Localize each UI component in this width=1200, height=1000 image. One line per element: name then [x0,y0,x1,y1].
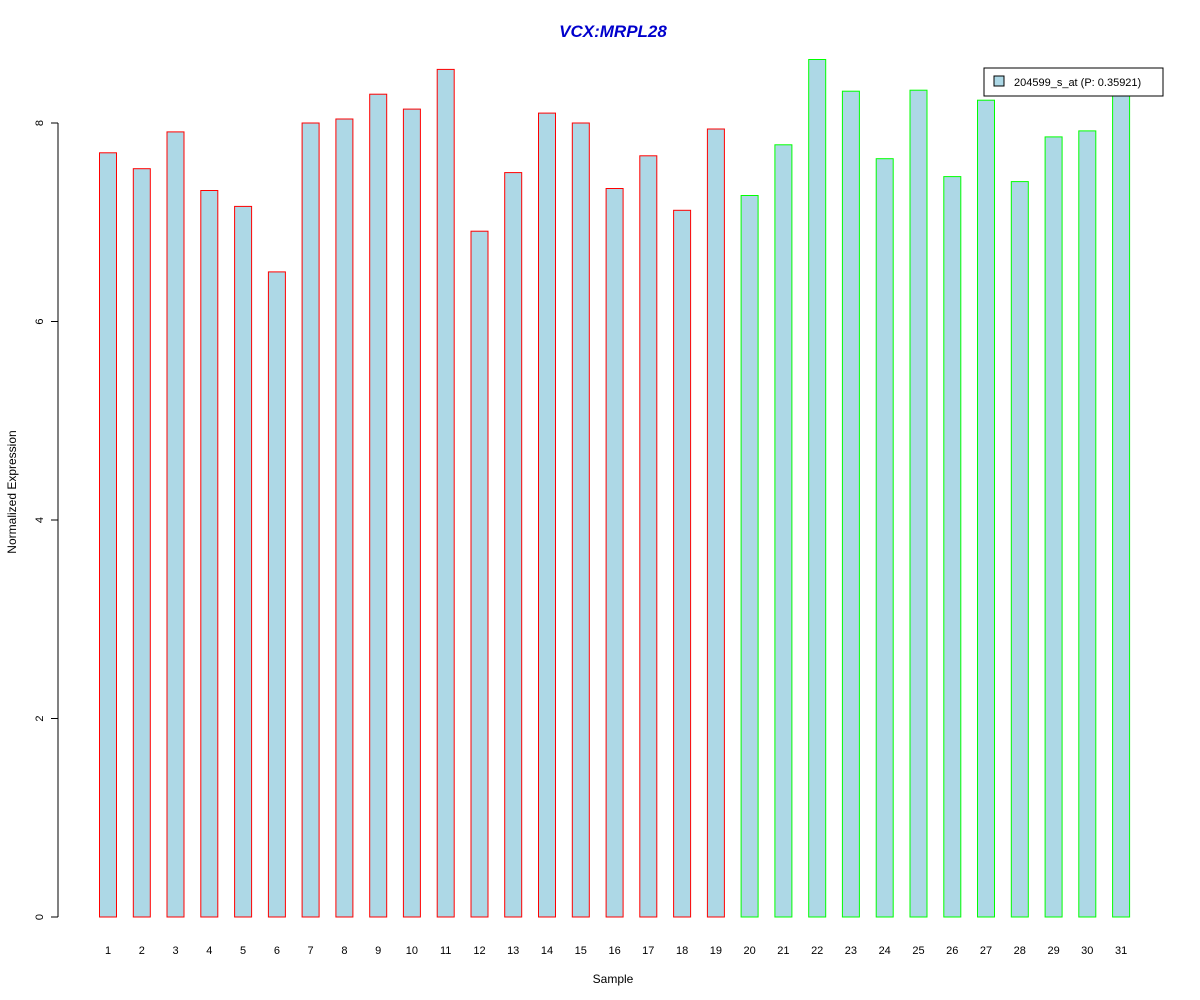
x-tick-label: 14 [541,945,553,957]
bar-sample-29 [1044,136,1063,918]
x-tick-label: 25 [912,945,924,957]
x-tick-label: 19 [710,945,722,957]
x-tick-label: 16 [608,945,620,957]
y-tick-label: 8 [34,120,46,126]
bar-sample-15 [571,122,590,918]
bar-sample-8 [335,118,354,918]
bar-sample-30 [1078,130,1097,918]
bar-sample-2 [132,168,151,918]
x-tick-label: 28 [1014,945,1026,957]
x-tick-label: 31 [1115,945,1127,957]
y-axis-label: Normalized Expression [5,430,19,553]
x-tick-label: 9 [375,945,381,957]
x-tick-label: 8 [341,945,347,957]
bar-sample-31 [1112,86,1131,918]
bars-group [99,59,1131,918]
bar-sample-3 [166,131,185,918]
bar-sample-10 [402,108,421,918]
x-tick-labels: 1 2 3 4 5 6 7 8 9 10 11 12 13 14 15 16 17 18 19 20 21 22 23 24 2… [105,945,1127,957]
x-tick-label: 15 [575,945,587,957]
x-tick-label: 2 [139,945,145,957]
bar-sample-23 [841,90,860,918]
x-tick-label: 11 [440,945,451,957]
x-tick-label: 5 [240,945,246,957]
bar-sample-6 [267,271,286,918]
y-tick-label: 4 [34,517,46,523]
bar-sample-12 [470,230,489,918]
x-tick-label: 18 [676,945,688,957]
x-tick-label: 22 [811,945,823,957]
legend-label: 204599_s_at (P: 0.35921) [1014,77,1141,89]
x-tick-label: 3 [172,945,178,957]
bar-sample-28 [1010,181,1029,918]
x-tick-label: 7 [308,945,314,957]
x-tick-label: 21 [777,945,789,957]
bar-sample-27 [977,99,995,918]
x-tick-label: 26 [946,945,958,957]
x-tick-label: 6 [274,945,280,957]
bar-sample-16 [605,188,624,918]
bar-sample-20 [740,195,759,918]
bar-sample-19 [706,128,725,918]
x-tick-label: 13 [507,945,519,957]
bar-sample-5 [234,205,253,918]
x-tick-label: 1 [105,945,111,957]
bar-sample-1 [99,152,117,918]
bar-sample-13 [504,172,523,918]
legend-swatch [993,75,1005,87]
x-tick-label: 10 [406,945,418,957]
x-tick-label: 17 [642,945,654,957]
bar-sample-24 [875,158,894,918]
bar-sample-7 [301,122,320,918]
x-tick-label: 20 [743,945,755,957]
x-tick-label: 12 [473,945,485,957]
legend-box [983,67,1164,97]
bar-sample-22 [808,59,827,918]
x-tick-label: 29 [1047,945,1059,957]
y-tick-label: 6 [34,318,46,324]
x-tick-label: 4 [206,945,212,957]
bar-sample-26 [943,176,962,918]
x-tick-label: 27 [980,945,992,957]
bar-sample-21 [774,144,793,918]
x-tick-label: 23 [845,945,857,957]
bar-sample-17 [639,155,658,918]
bar-sample-9 [369,93,388,918]
legend: 204599_s_at (P: 0.35921) [983,67,1164,97]
y-tick-label: 2 [34,715,46,721]
x-tick-label: 24 [879,945,891,957]
chart-title: VCX:MRPL28 [559,22,667,41]
bar-sample-18 [673,209,692,918]
bar-sample-25 [909,89,928,918]
y-tick-label: 0 [34,914,46,920]
y-axis: 0 2 4 6 8 [34,120,59,920]
bar-sample-4 [200,190,219,918]
bar-sample-14 [538,112,556,918]
x-axis-label: Sample [593,972,634,986]
x-tick-label: 30 [1081,945,1093,957]
bar-sample-11 [436,68,455,918]
